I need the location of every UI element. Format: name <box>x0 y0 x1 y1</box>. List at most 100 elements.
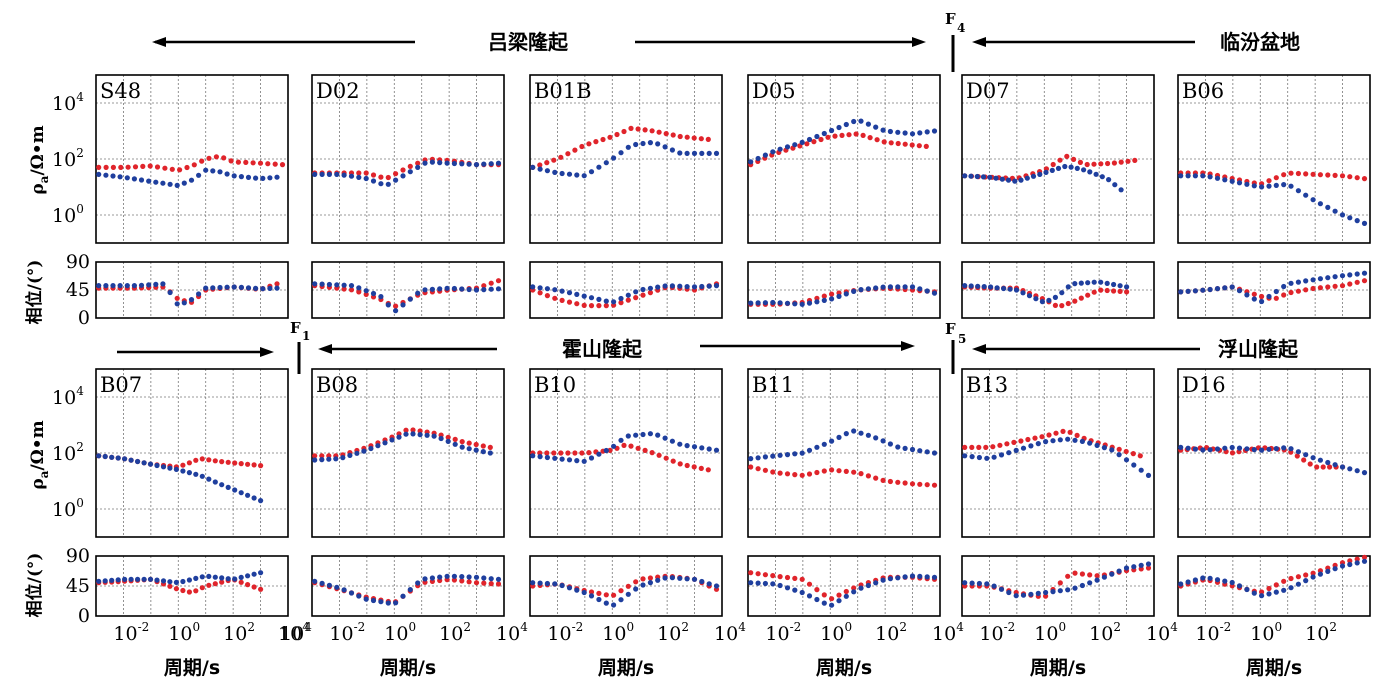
rho-plot <box>311 368 505 538</box>
site-label: B01B <box>534 79 592 103</box>
data-point <box>998 452 1005 458</box>
data-point <box>836 434 842 440</box>
data-point <box>1361 220 1368 226</box>
data-point <box>784 452 791 458</box>
data-point <box>1111 160 1117 166</box>
data-point <box>799 450 805 456</box>
data-point <box>341 587 347 593</box>
data-point <box>146 178 152 184</box>
data-point <box>698 136 704 142</box>
data-point <box>481 161 487 167</box>
data-point <box>466 440 472 446</box>
data-point <box>887 284 894 290</box>
data-point <box>382 440 388 446</box>
data-point <box>1043 589 1049 596</box>
phase-frame <box>95 261 289 319</box>
data-point <box>96 578 102 584</box>
data-point <box>1091 279 1097 285</box>
data-point <box>924 288 930 294</box>
data-point <box>451 573 457 579</box>
data-point <box>1039 434 1045 440</box>
data-point <box>444 160 450 166</box>
data-point <box>902 480 908 486</box>
data-point <box>132 164 139 170</box>
data-point <box>628 443 634 449</box>
data-point <box>385 174 391 181</box>
site-label: D05 <box>752 79 796 103</box>
data-point <box>312 457 318 463</box>
data-point <box>1028 591 1034 597</box>
phase-frame <box>747 261 941 319</box>
data-point <box>846 132 852 138</box>
data-point <box>231 173 237 179</box>
data-point <box>647 431 654 437</box>
data-point <box>633 432 639 438</box>
data-point <box>224 284 230 290</box>
data-point <box>1295 581 1301 587</box>
data-point <box>1314 464 1320 470</box>
data-point <box>1347 174 1353 180</box>
data-point <box>924 449 930 455</box>
data-point <box>902 130 908 136</box>
data-point <box>677 283 683 289</box>
data-point <box>117 283 123 289</box>
data-point <box>186 589 192 595</box>
data-point <box>1093 171 1099 177</box>
svg-text:ρa/Ω•m: ρa/Ω•m <box>28 125 51 194</box>
data-point <box>821 592 827 598</box>
data-point <box>1006 589 1012 596</box>
data-point <box>552 287 558 293</box>
data-point <box>258 498 264 504</box>
data-point <box>1347 466 1353 472</box>
data-point <box>559 297 565 303</box>
data-point <box>581 293 587 299</box>
data-point <box>1123 457 1130 463</box>
data-point <box>1281 292 1287 298</box>
data-point <box>1303 287 1309 293</box>
phase-plot <box>747 555 941 617</box>
data-point <box>1214 577 1221 583</box>
data-point <box>909 131 916 137</box>
data-point <box>167 579 173 585</box>
data-point <box>356 174 362 180</box>
data-point <box>1098 279 1104 285</box>
data-point <box>221 155 227 161</box>
data-point <box>1354 468 1360 474</box>
data-point <box>1288 575 1294 582</box>
data-point <box>103 283 109 289</box>
data-point <box>821 293 827 299</box>
data-point <box>378 294 384 300</box>
data-point <box>887 478 894 485</box>
data-point <box>1294 453 1300 459</box>
data-point <box>180 587 186 594</box>
data-point <box>1094 577 1100 583</box>
data-point <box>1325 568 1331 575</box>
data-point <box>997 442 1003 448</box>
data-point <box>843 431 849 437</box>
data-point <box>1273 182 1279 188</box>
data-point <box>923 143 929 149</box>
phase-tick-label: 0 <box>78 307 90 329</box>
data-point <box>1266 446 1272 452</box>
data-point <box>537 166 543 172</box>
data-point <box>662 283 668 289</box>
data-point <box>1033 296 1039 302</box>
data-point <box>424 432 430 438</box>
data-point <box>691 284 698 290</box>
data-point <box>1288 446 1294 452</box>
data-point <box>1043 439 1049 445</box>
data-point <box>385 600 391 606</box>
data-point <box>821 441 827 447</box>
data-point <box>181 300 187 306</box>
data-point <box>1229 284 1235 290</box>
data-point <box>1116 568 1122 574</box>
period-tick-label: 10-2 <box>547 620 583 645</box>
data-point <box>984 455 990 461</box>
data-point <box>677 150 683 156</box>
data-point <box>1024 175 1030 181</box>
data-point <box>792 451 798 457</box>
data-point <box>981 284 987 290</box>
data-point <box>552 295 558 301</box>
data-point <box>407 163 413 169</box>
data-point <box>385 181 391 187</box>
